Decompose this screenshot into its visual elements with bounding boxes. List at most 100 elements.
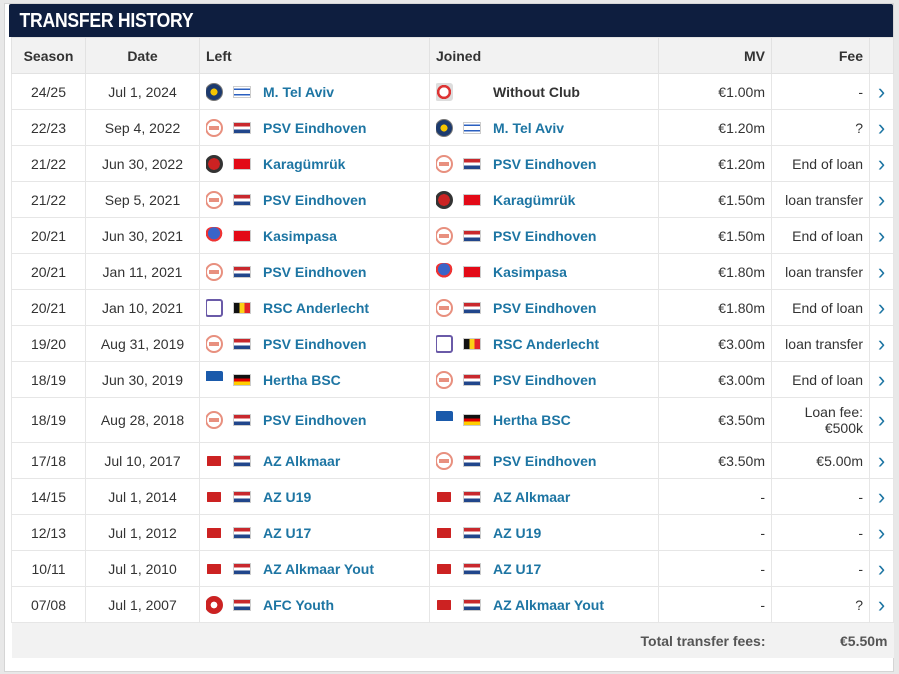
row-details-chevron-icon[interactable]: › [869,73,894,110]
club-link[interactable]: Hertha BSC [493,412,571,428]
row-details-chevron-icon[interactable]: › [869,181,894,218]
club-link[interactable]: Kasimpasa [493,263,567,280]
column-header-mv: MV [658,37,772,74]
club-logo-icon[interactable] [206,226,223,245]
club-logo-icon[interactable] [436,190,453,209]
row-details-chevron-icon[interactable]: › [869,514,894,551]
row-details-chevron-icon[interactable]: › [869,109,894,146]
row-details-chevron-icon[interactable]: › [869,145,894,182]
season-cell: 20/21 [11,217,86,254]
club-logo-icon[interactable] [206,262,223,281]
row-details-chevron-icon[interactable]: › [869,478,894,515]
club-link[interactable]: PSV Eindhoven [263,335,367,352]
club-logo-icon[interactable] [206,82,223,101]
row-details-chevron-icon[interactable]: › [869,325,894,362]
market-value-cell: €1.20m [658,145,772,182]
club-logo-icon[interactable] [436,491,453,502]
row-details-chevron-icon[interactable]: › [869,253,894,290]
table-row: 21/22 Sep 5, 2021 PSV Eindhoven Karagümrük €… [11,181,894,218]
club-logo-icon[interactable] [436,82,453,101]
club-link[interactable]: AZ U17 [493,560,542,577]
club-link[interactable]: PSV Eindhoven [493,299,597,316]
panel-header: TRANSFER HISTORY [9,4,893,37]
club-link[interactable]: PSV Eindhoven [493,155,597,172]
club-logo-icon[interactable] [206,491,223,502]
season-cell: 19/20 [11,325,86,362]
total-fees-label: Total transfer fees: [11,622,772,658]
club-logo-icon[interactable] [206,455,223,466]
club-link[interactable]: M. Tel Aviv [263,83,335,100]
country-flag-icon [233,121,251,134]
club-link[interactable]: PSV Eindhoven [263,412,367,428]
club-link[interactable]: PSV Eindhoven [493,227,597,244]
club-link[interactable]: PSV Eindhoven [493,452,597,469]
left-club-cell: PSV Eindhoven [199,109,430,146]
club-logo-icon[interactable] [206,563,223,574]
club-link[interactable]: PSV Eindhoven [263,191,367,208]
row-details-chevron-icon[interactable]: › [869,550,894,587]
club-logo-icon[interactable] [436,370,453,389]
club-logo-icon[interactable] [206,334,223,353]
date-cell: Sep 4, 2022 [85,109,200,146]
club-logo-icon[interactable] [206,298,223,317]
row-details-chevron-icon[interactable]: › [869,289,894,326]
club-link[interactable]: Karagümrük [493,191,576,208]
country-flag-icon [233,414,251,426]
club-link[interactable]: AZ Alkmaar [493,488,571,505]
club-logo-icon[interactable] [436,298,453,317]
season-cell: 21/22 [11,145,86,182]
club-logo-icon[interactable] [206,154,223,173]
club-logo-icon[interactable] [436,118,453,137]
club-link[interactable]: AZ Alkmaar [263,452,341,469]
club-link[interactable]: AZ U19 [263,488,312,505]
date-cell: Jul 1, 2024 [85,73,200,110]
club-logo-icon[interactable] [436,262,453,281]
fee-cell: ? [771,586,870,623]
club-logo-icon[interactable] [206,118,223,137]
club-link[interactable]: RSC Anderlecht [493,335,600,352]
fee-cell: ? [771,109,870,146]
joined-club-cell: PSV Eindhoven [429,217,659,254]
club-link[interactable]: M. Tel Aviv [493,119,565,136]
club-logo-icon[interactable] [206,190,223,209]
row-details-chevron-icon[interactable]: › [869,361,894,398]
row-details-chevron-icon[interactable]: › [869,397,894,443]
club-logo-icon[interactable] [436,599,453,610]
club-logo-icon[interactable] [436,411,453,429]
club-logo-icon[interactable] [206,527,223,538]
club-link[interactable]: Karagümrük [263,155,346,172]
joined-club-cell: AZ Alkmaar [429,478,659,515]
club-logo-icon[interactable] [436,563,453,574]
table-row: 19/20 Aug 31, 2019 PSV Eindhoven RSC Anderl… [11,325,894,362]
country-flag-icon [233,157,251,170]
table-row: 24/25 Jul 1, 2024 M. Tel Aviv Without Club €… [11,73,894,110]
club-logo-icon[interactable] [436,451,453,470]
club-link[interactable]: AZ Alkmaar Yout [263,560,374,577]
club-logo-icon[interactable] [206,411,223,429]
club-link[interactable]: PSV Eindhoven [263,119,367,136]
row-details-chevron-icon[interactable]: › [869,217,894,254]
country-flag-icon [463,337,481,350]
club-logo-icon[interactable] [436,226,453,245]
row-details-chevron-icon[interactable]: › [869,442,894,479]
market-value-cell: - [658,514,772,551]
club-logo-icon[interactable] [436,527,453,538]
club-link[interactable]: AZ U19 [493,524,542,541]
club-link[interactable]: AFC Youth [263,596,335,613]
club-link[interactable]: AZ Alkmaar Yout [493,596,604,613]
club-link[interactable]: Hertha BSC [263,371,341,388]
club-logo-icon[interactable] [436,154,453,173]
club-logo-icon[interactable] [436,334,453,353]
club-link[interactable]: AZ U17 [263,524,312,541]
market-value-cell: €3.00m [658,325,772,362]
row-details-chevron-icon[interactable]: › [869,586,894,623]
club-link[interactable]: Kasimpasa [263,227,337,244]
joined-club-cell: PSV Eindhoven [429,361,659,398]
club-link[interactable]: PSV Eindhoven [263,263,367,280]
club-link[interactable]: RSC Anderlecht [263,299,370,316]
club-logo-icon[interactable] [206,370,223,389]
fee-text: Loan fee: [804,404,863,420]
club-link[interactable]: PSV Eindhoven [493,371,597,388]
fee-cell: End of loan [771,289,870,326]
club-logo-icon[interactable] [206,595,223,614]
